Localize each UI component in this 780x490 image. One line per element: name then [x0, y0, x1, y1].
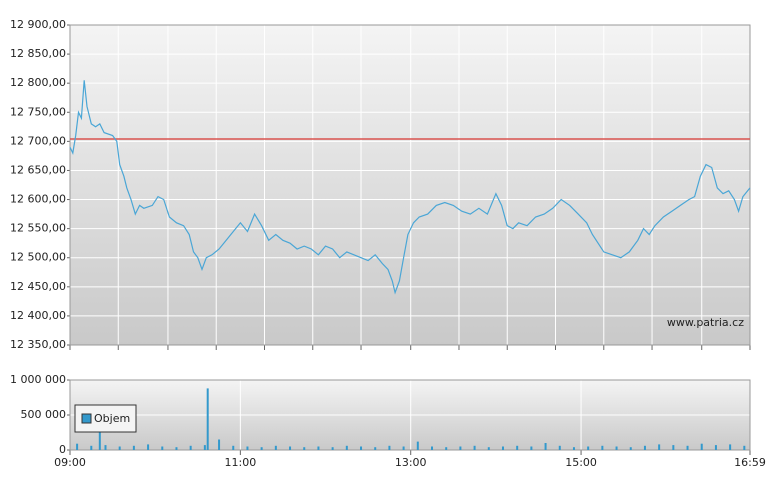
volume-bar	[374, 447, 377, 450]
volume-bar	[161, 446, 164, 450]
volume-bar	[232, 445, 235, 450]
volume-bar	[658, 444, 661, 450]
volume-bar	[98, 432, 101, 450]
volume-bar	[601, 445, 604, 450]
x-tick-label: 13:00	[395, 456, 427, 469]
volume-bar	[700, 443, 703, 450]
x-tick-label: 11:00	[225, 456, 257, 469]
volume-bar	[175, 447, 178, 450]
y-tick-label: 500 000	[21, 408, 67, 421]
volume-bar	[345, 445, 348, 450]
volume-bar	[459, 446, 462, 450]
volume-bar	[558, 445, 561, 450]
volume-bar	[90, 445, 93, 450]
y-tick-label: 12 700,00	[10, 134, 66, 147]
volume-bar	[615, 446, 618, 450]
volume-bar	[445, 447, 448, 450]
y-tick-label: 12 900,00	[10, 18, 66, 31]
y-tick-label: 12 600,00	[10, 193, 66, 206]
volume-bar	[104, 445, 107, 450]
volume-bar	[76, 443, 79, 450]
y-tick-label: 12 500,00	[10, 251, 66, 264]
volume-bar	[643, 445, 646, 450]
x-tick-label: 09:00	[54, 456, 86, 469]
annotation: www.patria.cz	[667, 316, 744, 329]
volume-bar	[260, 447, 263, 450]
volume-bar	[274, 445, 277, 450]
volume-bar	[729, 444, 732, 450]
volume-bar	[487, 447, 490, 450]
plot-border	[69, 24, 751, 346]
volume-bar	[686, 445, 689, 450]
volume-bar	[572, 447, 575, 450]
volume-bar	[388, 445, 391, 450]
legend-label: Objem	[94, 412, 130, 425]
price-line	[69, 80, 751, 295]
y-tick-label: 12 800,00	[10, 76, 66, 89]
volume-bar	[431, 446, 434, 450]
volume-bar	[530, 446, 533, 450]
x-tick-label: 16:59	[734, 456, 766, 469]
volume-bar	[743, 445, 746, 450]
volume-bar	[246, 446, 249, 450]
volume-bar	[317, 446, 320, 450]
volume-bar	[132, 445, 135, 450]
volume-bar	[714, 445, 717, 450]
y-tick-label: 12 850,00	[10, 47, 66, 60]
y-tick-label: 12 400,00	[10, 309, 66, 322]
volume-bar	[473, 445, 476, 450]
x-tick-label: 15:00	[565, 456, 597, 469]
y-tick-label: 12 450,00	[10, 280, 66, 293]
volume-bar	[189, 445, 192, 450]
volume-bar	[303, 447, 306, 450]
volume-bar	[416, 441, 419, 450]
volume-bar	[289, 446, 292, 450]
volume-bar	[501, 446, 504, 450]
volume-bar	[218, 439, 221, 450]
y-tick-label: 12 550,00	[10, 222, 66, 235]
price-plot-area	[70, 25, 750, 345]
volume-bar	[672, 445, 675, 450]
volume-bar	[118, 446, 121, 450]
legend-swatch	[81, 413, 92, 424]
y-tick-label: 12 750,00	[10, 105, 66, 118]
y-tick-label: 12 650,00	[10, 163, 66, 176]
plot-border	[69, 379, 751, 451]
volume-bar	[402, 446, 405, 450]
y-tick-label: 1 000 000	[10, 373, 66, 386]
volume-bar	[206, 388, 209, 450]
y-tick-label: 12 350,00	[10, 338, 66, 351]
volume-bar	[331, 447, 334, 450]
volume-bar	[629, 447, 632, 450]
volume-bar	[360, 446, 363, 450]
volume-bar	[587, 446, 590, 450]
volume-bar	[203, 445, 206, 450]
volume-bar	[544, 443, 547, 450]
y-tick-label: 0	[59, 443, 66, 456]
volume-bar	[147, 444, 150, 450]
volume-bar	[516, 445, 519, 450]
